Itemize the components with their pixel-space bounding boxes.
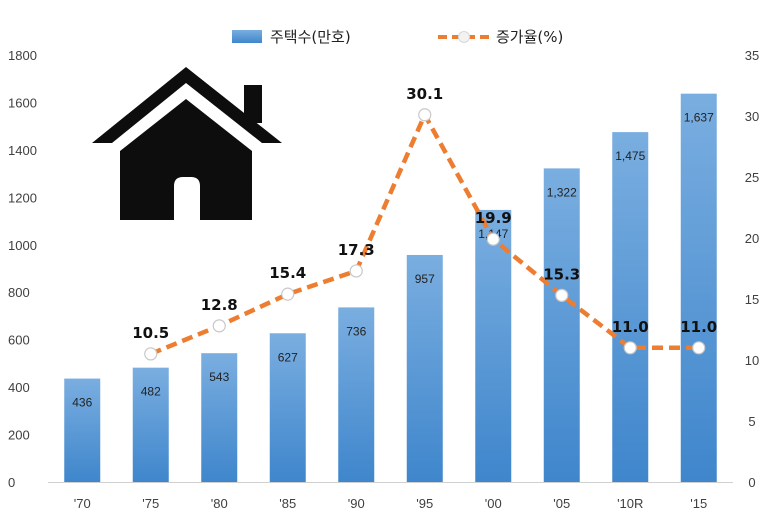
left-axis-tick-label: 1200	[8, 190, 37, 205]
left-axis-tick-label: 200	[8, 428, 30, 443]
bar	[132, 367, 169, 482]
line-value-label: 12.8	[201, 296, 238, 314]
bar-value-label: 482	[141, 385, 161, 399]
left-axis-tick-label: 400	[8, 380, 30, 395]
line-value-label: 11.0	[612, 318, 649, 336]
bar	[338, 307, 375, 482]
x-axis-tick-label: '70	[74, 496, 91, 511]
bar-value-label: 1,475	[615, 149, 645, 163]
left-axis-tick-label: 600	[8, 333, 30, 348]
right-axis-tick-label: 20	[745, 231, 759, 246]
right-axis-tick-label: 5	[748, 414, 755, 429]
x-axis-tick-label: '90	[348, 496, 365, 511]
line-labels: 10.5 12.8 15.4 17.3 30.1 19.9 15.3 11.0 11.0	[132, 85, 717, 342]
bar	[269, 333, 306, 482]
right-axis-tick-label: 15	[745, 292, 759, 307]
line-point	[144, 347, 158, 361]
line-point	[349, 264, 363, 278]
bar	[680, 93, 717, 482]
line-point	[486, 232, 500, 246]
line-point	[555, 288, 569, 302]
left-axis-tick-label: 1000	[8, 238, 37, 253]
x-axis-tick-label: '05	[553, 496, 570, 511]
left-axis-tick-label: 0	[8, 475, 15, 490]
x-axis-tick-label: '10R	[617, 496, 643, 511]
right-axis: 0 5 10 15 20 25 30 35	[745, 48, 759, 490]
bar-value-label: 543	[209, 370, 229, 384]
bar-value-label: 1,322	[547, 185, 577, 199]
legend-label-line: 증가율(%)	[496, 28, 563, 46]
left-axis-tick-label: 1800	[8, 48, 37, 63]
legend-label-bar: 주택수(만호)	[270, 28, 351, 46]
left-axis-tick-label: 1400	[8, 143, 37, 158]
line-value-label: 10.5	[132, 324, 169, 342]
x-axis: '70 '75 '80 '85 '90 '95 '00 '05 '10R '15	[48, 482, 733, 511]
line-value-label: 15.3	[543, 265, 580, 283]
line-value-label: 19.9	[475, 209, 512, 227]
right-axis-tick-label: 35	[745, 48, 759, 63]
right-axis-tick-label: 30	[745, 109, 759, 124]
x-axis-tick-label: '95	[416, 496, 433, 511]
bar	[612, 132, 649, 482]
right-axis-tick-label: 0	[748, 475, 755, 490]
legend: 주택수(만호) 증가율(%)	[232, 28, 563, 46]
bar	[406, 254, 443, 482]
x-axis-tick-label: '75	[142, 496, 159, 511]
bar-value-label: 736	[346, 324, 366, 338]
line-value-label: 11.0	[680, 318, 717, 336]
legend-swatch-bar	[232, 30, 262, 43]
left-axis-tick-label: 800	[8, 285, 30, 300]
line-value-label: 15.4	[269, 264, 306, 282]
bar	[201, 353, 238, 482]
line-value-label: 30.1	[406, 85, 443, 103]
line-point	[212, 319, 226, 333]
house-icon	[92, 67, 282, 220]
x-axis-tick-label: '85	[279, 496, 296, 511]
line-point	[418, 108, 432, 122]
line-series	[144, 108, 706, 361]
bar-value-label: 436	[72, 396, 92, 410]
bar-value-label: 957	[415, 272, 435, 286]
bar-value-label: 1,637	[684, 111, 714, 125]
bar	[475, 209, 512, 482]
line-point	[692, 341, 706, 355]
right-axis-tick-label: 25	[745, 170, 759, 185]
line-value-label: 17.3	[338, 241, 375, 259]
line-point	[623, 341, 637, 355]
bar	[543, 168, 580, 483]
x-axis-tick-label: '00	[485, 496, 502, 511]
x-axis-tick-label: '15	[690, 496, 707, 511]
bar	[64, 378, 101, 482]
bar-series	[64, 93, 717, 483]
left-axis-tick-label: 1600	[8, 95, 37, 110]
legend-swatch-marker	[458, 31, 470, 43]
x-axis-tick-label: '80	[211, 496, 228, 511]
line-point	[281, 287, 295, 301]
bar-value-label: 627	[278, 350, 298, 364]
right-axis-tick-label: 10	[745, 353, 759, 368]
left-axis: 0 200 400 600 800 1000 1200 1400 1600 1800	[8, 48, 37, 490]
